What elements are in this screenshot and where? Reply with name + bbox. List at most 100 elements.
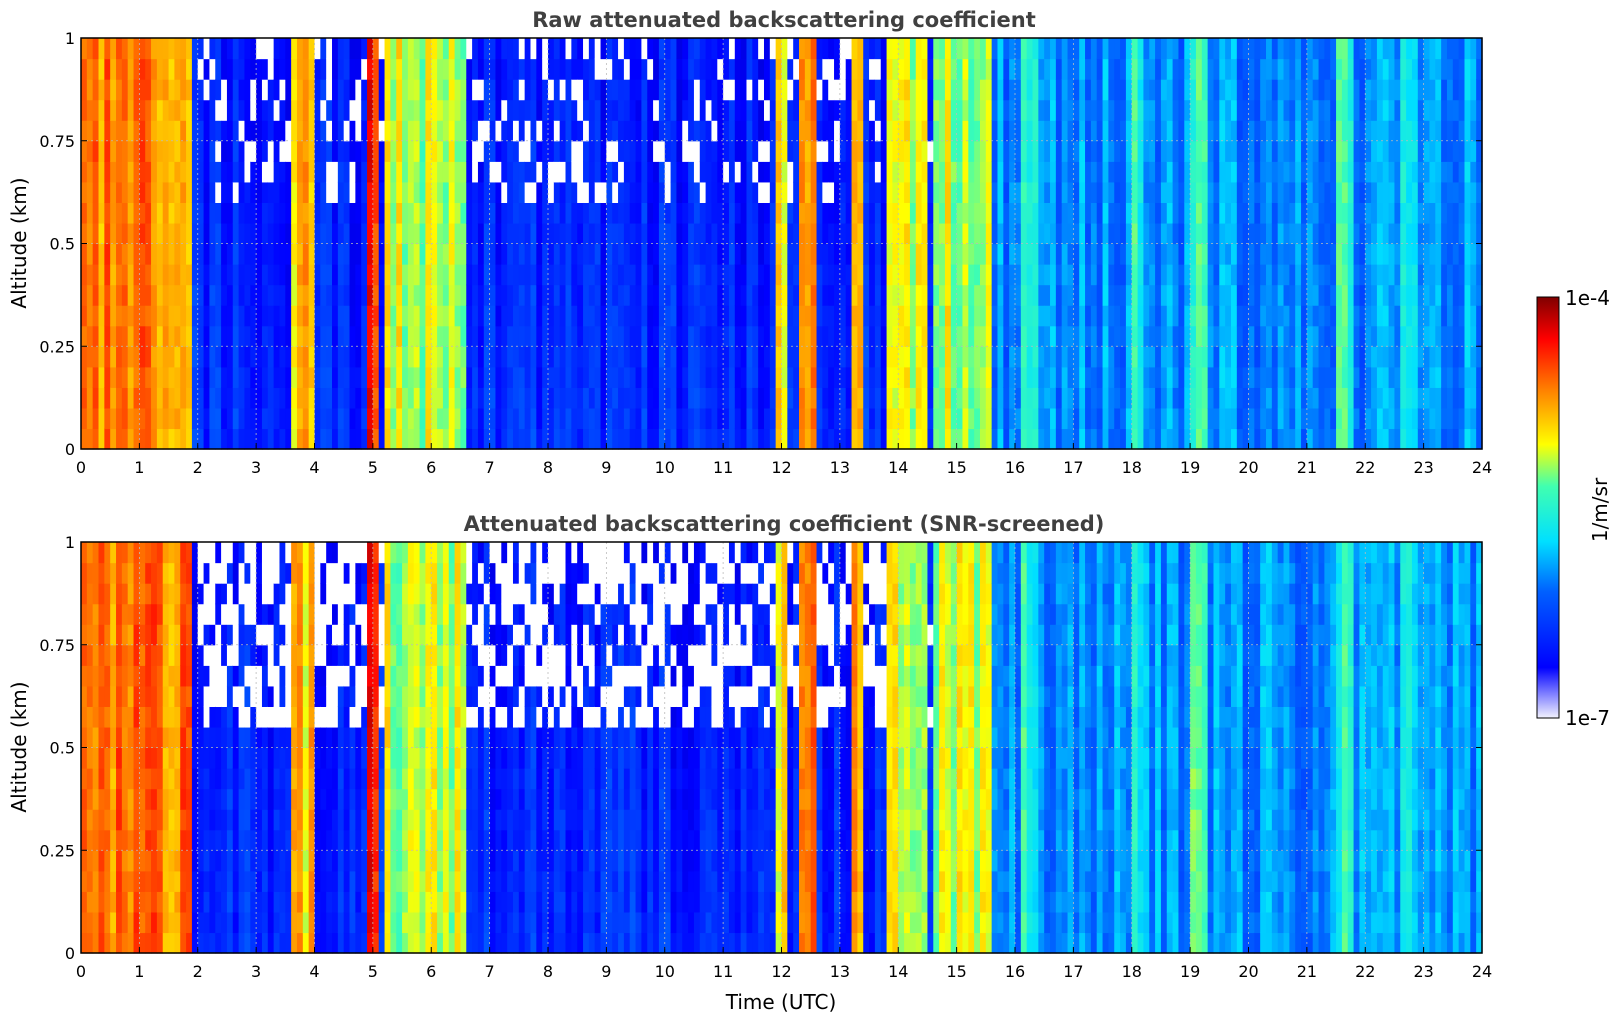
heat-cell	[1266, 58, 1273, 80]
heat-cell	[466, 387, 473, 409]
heat-cell	[81, 706, 88, 728]
heat-cell	[226, 38, 234, 60]
heat-cell	[892, 428, 899, 450]
heat-cell	[483, 305, 491, 327]
heat-cell	[1085, 222, 1092, 245]
heat-cell	[1120, 58, 1127, 80]
heat-cell	[775, 284, 783, 306]
heat-cell	[1178, 366, 1185, 388]
heat-cell	[594, 346, 602, 368]
heat-cell	[483, 181, 491, 203]
heat-cell	[606, 58, 613, 80]
heat-cell	[851, 140, 858, 162]
heat-cell	[413, 140, 421, 162]
heat-cell	[1055, 366, 1063, 388]
heat-cell	[98, 222, 105, 245]
heat-cell	[600, 161, 607, 183]
heat-cell	[892, 243, 899, 265]
heat-cell	[1371, 387, 1378, 409]
heat-cell	[553, 243, 561, 265]
heat-cell	[1219, 222, 1226, 245]
heat-cell	[1143, 38, 1150, 60]
heat-cell	[869, 99, 876, 121]
heat-cell	[413, 305, 421, 327]
heat-cell	[746, 79, 753, 101]
heat-cell	[256, 284, 263, 306]
heat-cell	[740, 120, 748, 142]
heat-cell	[664, 264, 672, 286]
heat-cell	[606, 305, 613, 327]
heat-cell	[1324, 222, 1331, 245]
heat-cell	[1079, 325, 1086, 347]
heat-cell	[407, 120, 415, 142]
heat-cell	[1458, 38, 1466, 60]
heat-cell	[437, 79, 444, 101]
heat-cell	[985, 99, 993, 121]
heat-cell	[1283, 161, 1290, 183]
heat-cell	[1114, 428, 1121, 450]
heat-cell	[944, 366, 952, 388]
heat-cell	[1190, 325, 1197, 347]
heat-cell	[215, 366, 222, 388]
heat-cell	[658, 161, 666, 183]
heat-cell	[1435, 161, 1442, 183]
heat-cell	[308, 181, 316, 203]
heat-cell	[1026, 264, 1034, 286]
heat-cell	[904, 325, 911, 347]
heat-cell	[296, 264, 304, 286]
heat-cell	[1026, 284, 1034, 306]
heat-cell	[804, 79, 812, 101]
heat-cell	[635, 428, 642, 450]
heat-cell	[86, 120, 94, 142]
heat-cell	[1452, 346, 1460, 368]
heat-cell	[285, 407, 292, 430]
heat-cell	[612, 284, 619, 306]
heat-cell	[909, 243, 917, 265]
heat-cell	[1376, 243, 1384, 265]
heat-cell	[256, 202, 263, 224]
heat-cell	[349, 366, 356, 388]
heat-cell	[407, 99, 415, 121]
heat-cell	[944, 346, 952, 368]
heat-cell	[1324, 387, 1331, 409]
heat-cell	[1195, 428, 1203, 450]
heat-cell	[232, 428, 240, 450]
heat-cell	[1207, 243, 1215, 265]
heat-cell	[1446, 181, 1454, 203]
heat-cell	[577, 202, 584, 224]
heat-cell	[1248, 407, 1255, 430]
heat-cell	[232, 264, 240, 286]
heat-cell	[1096, 366, 1104, 388]
heat-cell	[1114, 79, 1121, 101]
heat-cell	[559, 243, 567, 265]
heat-cell	[752, 202, 759, 224]
heat-cell	[869, 161, 876, 183]
heat-cell	[1324, 325, 1331, 347]
heat-cell	[1190, 222, 1197, 245]
heat-cell	[1406, 305, 1413, 327]
heat-cell	[1382, 305, 1390, 327]
heat-cell	[594, 58, 602, 80]
heat-cell	[133, 366, 140, 388]
heat-cell	[1015, 325, 1022, 347]
heat-cell	[1271, 284, 1279, 306]
heat-cell	[512, 305, 520, 327]
heat-cell	[180, 120, 187, 142]
heat-cell	[1301, 140, 1308, 162]
heat-cell	[869, 366, 876, 388]
heat-cell	[250, 325, 257, 347]
heat-cell	[997, 407, 1004, 430]
heat-cell	[250, 79, 257, 101]
heat-cell	[670, 346, 678, 368]
heat-cell	[431, 161, 438, 183]
heat-cell	[1318, 366, 1325, 388]
heat-cell	[898, 58, 905, 80]
heat-cell	[361, 202, 368, 224]
heat-cell	[1429, 58, 1436, 80]
heat-cell	[384, 243, 391, 265]
heat-cell	[904, 284, 911, 306]
panel-1-title: Raw attenuated backscattering coefficien…	[532, 8, 1036, 32]
heat-cell	[524, 387, 532, 409]
heat-cell	[209, 284, 216, 306]
heat-cell	[524, 120, 532, 142]
